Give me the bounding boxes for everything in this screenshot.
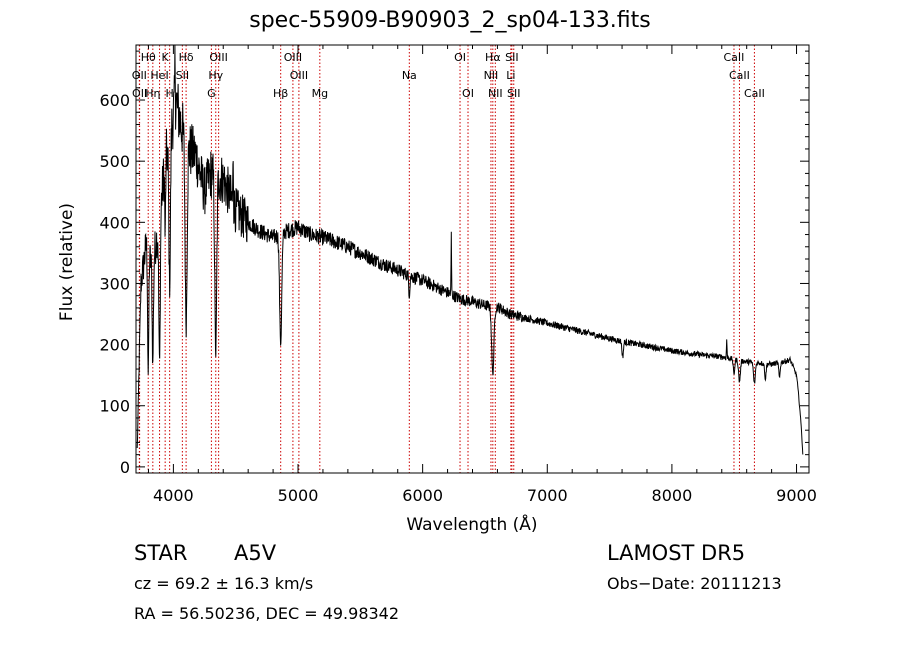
line-label: K — [162, 51, 170, 64]
y-tick-label: 500 — [99, 152, 130, 171]
spectral-subclass: A5V — [234, 541, 277, 565]
flux-group — [136, 44, 804, 455]
line-label: Li — [506, 69, 515, 82]
x-tick-label: 7000 — [527, 486, 568, 505]
observation-date: Obs−Date: 20111213 — [607, 574, 782, 593]
line-label: OI — [454, 51, 466, 64]
line-marker-group — [138, 45, 755, 473]
line-label: OII — [132, 69, 147, 82]
line-label: OIII — [209, 51, 227, 64]
y-tick-label: 300 — [99, 274, 130, 293]
flux-line — [136, 44, 804, 455]
line-label: OIII — [284, 51, 302, 64]
tick-group: 4000 5000 6000 7000 8000 9000 0 100 200 300 400 500… — [99, 45, 817, 505]
line-label: SII — [507, 87, 520, 100]
x-tick-label: 6000 — [402, 486, 443, 505]
line-label: OIII — [290, 69, 308, 82]
line-label: OII — [132, 87, 147, 100]
line-label: H — [166, 87, 174, 100]
x-axis-label: Wavelength (Å) — [406, 513, 537, 535]
line-label: Hθ — [141, 51, 156, 64]
line-label: CaII — [744, 87, 765, 100]
x-tick-label: 4000 — [153, 486, 194, 505]
redshift-velocity: cz = 69.2 ± 16.3 km/s — [134, 574, 314, 593]
x-tick-label: 8000 — [652, 486, 693, 505]
line-label: Hδ — [179, 51, 194, 64]
y-tick-label: 0 — [120, 458, 130, 477]
line-label: NII — [484, 69, 499, 82]
line-label: G — [207, 87, 216, 100]
line-label: Hα — [485, 51, 501, 64]
line-label: CaII — [724, 51, 745, 64]
line-label: Hη — [145, 87, 160, 100]
line-label: Na — [402, 69, 417, 82]
line-label: Mg — [312, 87, 328, 100]
line-label: SII — [505, 51, 518, 64]
coordinates: RA = 56.50236, DEC = 49.98342 — [134, 604, 400, 623]
object-type: STAR — [134, 541, 188, 565]
chart-title: spec-55909-B90903_2_sp04-133.fits — [249, 8, 651, 33]
survey-name: LAMOST DR5 — [607, 541, 746, 565]
y-tick-label: 100 — [99, 397, 130, 416]
line-label: SII — [176, 69, 189, 82]
line-label: OI — [462, 87, 474, 100]
line-label: HeI — [150, 69, 168, 82]
line-label: Hβ — [273, 87, 288, 100]
x-tick-label: 9000 — [776, 486, 817, 505]
y-tick-label: 200 — [99, 336, 130, 355]
line-label: Hγ — [208, 69, 223, 82]
line-label-group: Hθ K Hδ OIII OIII OI Hα SII CaII OII HeI SII Hγ OIII N… — [132, 51, 765, 100]
y-tick-label: 600 — [99, 91, 130, 110]
y-axis-label: Flux (relative) — [57, 203, 77, 321]
y-tick-label: 400 — [99, 213, 130, 232]
x-tick-label: 5000 — [278, 486, 319, 505]
line-label: CaII — [729, 69, 750, 82]
line-label: NII — [488, 87, 503, 100]
plot-frame — [135, 44, 810, 474]
